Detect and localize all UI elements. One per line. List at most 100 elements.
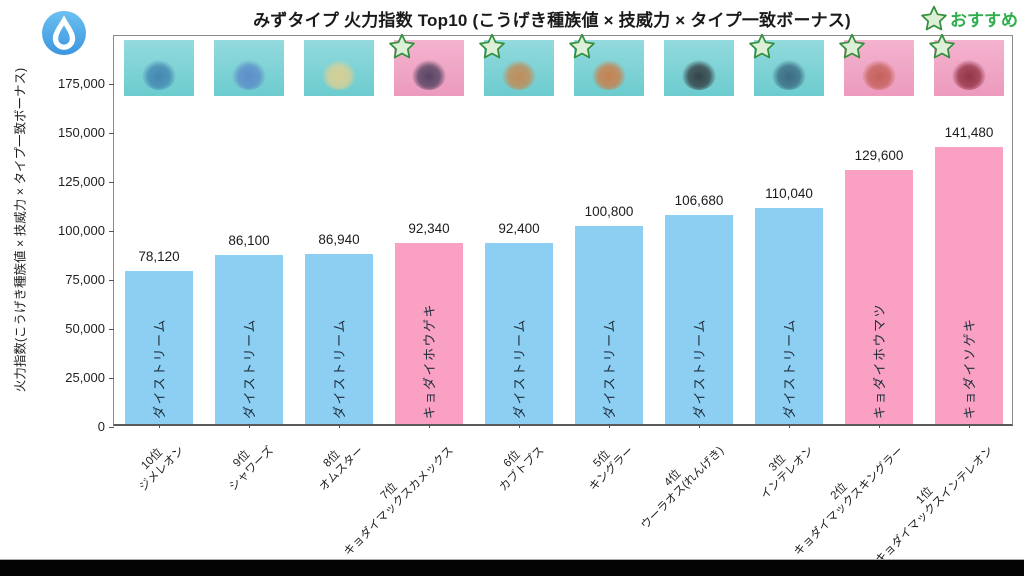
bar-column: キョダイソゲキ 141,480 1位 キョダイマックスインテレオン	[874, 33, 1014, 567]
y-tick-mark	[109, 231, 114, 232]
bar-column: キョダイホウゲキ 92,340 7位 キョダイマックスカメックス	[343, 33, 474, 559]
bar-value-label: 92,400	[498, 221, 540, 236]
pokemon-thumbnail	[214, 40, 284, 96]
pokemon-sprite	[862, 60, 896, 90]
bar-move-label: キョダイソゲキ	[962, 317, 977, 419]
x-tick-label: 9位 シャワーズ	[217, 434, 278, 495]
bar-value-label: 86,940	[318, 232, 360, 247]
bar: キョダイホウマツ	[845, 170, 913, 424]
pokemon-sprite	[232, 60, 266, 90]
x-tick-mark	[609, 424, 610, 428]
recommended-star	[479, 33, 505, 64]
x-tick-mark	[519, 424, 520, 428]
x-tick-mark	[249, 424, 250, 428]
water-type-badge	[40, 9, 88, 57]
bar-move-label: ダイストリーム	[152, 318, 167, 419]
bar-column: ダイストリーム 78,120 10位 ジメレオン	[114, 36, 204, 494]
y-tick-label: 125,000	[58, 174, 105, 189]
pokemon-thumbnail	[929, 33, 1004, 96]
plot-area: 0 25,000 50,000 75,000 100,000 125,000 150,000…	[58, 33, 1014, 567]
bar-column: ダイストリーム 92,400 6位 カブトプス	[474, 33, 564, 494]
pokemon-thumbnail	[389, 33, 464, 96]
star-icon	[569, 33, 595, 59]
bar-move-label: ダイストリーム	[512, 318, 527, 419]
pokemon-thumbnail	[124, 40, 194, 96]
bar-column: ダイストリーム 86,100 9位 シャワーズ	[204, 36, 294, 494]
x-tick-mark	[339, 424, 340, 428]
x-tick-label: 8位 オムスター	[307, 434, 368, 495]
y-tick-label: 150,000	[58, 125, 105, 140]
star-icon	[921, 5, 947, 31]
pokemon-thumbnail	[569, 33, 644, 96]
recommended-star	[749, 33, 775, 64]
recommended-star	[929, 33, 955, 64]
bar-move-label: キョダイホウゲキ	[422, 302, 437, 419]
pokemon-sprite	[592, 60, 626, 90]
star-icon	[839, 33, 865, 59]
bottom-letterbox	[0, 559, 1024, 576]
legend-label: おすすめ	[950, 10, 1018, 30]
pokemon-thumbnail	[304, 40, 374, 96]
star-icon	[749, 33, 775, 59]
pokemon-sprite	[952, 60, 986, 90]
bar-column: ダイストリーム 100,800 5位 キングラー	[564, 33, 654, 494]
bar-move-label: ダイストリーム	[332, 318, 347, 419]
x-tick-mark	[969, 424, 970, 428]
chart-title: みずタイプ 火力指数 Top10 (こうげき種族値 × 技威力 × タイプ一致ボ…	[253, 11, 851, 30]
pokemon-sprite	[682, 60, 716, 90]
bar-value-label: 78,120	[138, 249, 180, 264]
y-tick-mark	[109, 329, 114, 330]
star-icon	[479, 33, 505, 59]
y-tick-mark	[109, 427, 114, 428]
x-tick-label: 4位 ウーラオス(れんげき)	[628, 434, 727, 533]
bar: キョダイソゲキ	[935, 147, 1003, 424]
x-tick-mark	[879, 424, 880, 428]
recommended-star	[389, 33, 415, 64]
bar-move-label: キョダイホウマツ	[872, 302, 887, 419]
bar-value-label: 92,340	[408, 221, 450, 236]
bar: ダイストリーム	[665, 215, 733, 424]
x-tick-label: 3位 インテレオン	[748, 434, 817, 503]
pokemon-sprite	[142, 60, 176, 90]
pokemon-sprite	[412, 60, 446, 90]
bar: ダイストリーム	[305, 254, 373, 424]
y-tick-label: 50,000	[65, 321, 105, 336]
pokemon-sprite	[322, 60, 356, 90]
y-tick-label: 100,000	[58, 223, 105, 238]
y-axis-label: 火力指数(こうげき種族値 × 技威力 × タイプ一致ボーナス)	[13, 67, 28, 393]
bar-column: キョダイホウマツ 129,600 2位 キョダイマックスキングラー	[793, 33, 924, 559]
bar-column: ダイストリーム 106,680 4位 ウーラオス(れんげき)	[639, 36, 744, 532]
star-icon	[389, 33, 415, 59]
water-drop-icon	[42, 11, 86, 55]
bar: ダイストリーム	[125, 271, 193, 424]
y-tick-mark	[109, 84, 114, 86]
y-tick-label: 75,000	[65, 272, 105, 287]
bar-move-label: ダイストリーム	[692, 318, 707, 419]
y-tick-label: 0	[97, 419, 105, 434]
bar-value-label: 141,480	[944, 125, 994, 140]
bar-value-label: 106,680	[674, 193, 724, 208]
bar: ダイストリーム	[215, 255, 283, 424]
y-tick-label: 175,000	[58, 76, 105, 92]
recommended-star	[569, 33, 595, 64]
pokemon-sprite	[502, 60, 536, 90]
bar-value-label: 86,100	[228, 233, 270, 248]
x-tick-mark	[699, 424, 700, 428]
bar-value-label: 129,600	[854, 148, 904, 163]
pokemon-thumbnail	[664, 40, 734, 96]
pokemon-thumbnail	[839, 33, 914, 96]
legend-recommended: おすすめ	[921, 5, 1018, 31]
y-tick-mark	[109, 378, 114, 379]
x-tick-label: 5位 キングラー	[577, 434, 638, 495]
y-tick-mark	[109, 133, 114, 134]
pokemon-thumbnail	[749, 33, 824, 96]
bar-value-label: 110,040	[765, 186, 813, 201]
x-tick-mark	[789, 424, 790, 428]
y-tick-label: 25,000	[65, 370, 105, 385]
x-tick-mark	[159, 424, 160, 428]
bar-value-label: 100,800	[584, 204, 634, 219]
x-tick-label: 6位 カブトプス	[486, 434, 547, 495]
bar-move-label: ダイストリーム	[602, 318, 617, 419]
x-tick-label: 10位 ジメレオン	[126, 434, 187, 495]
